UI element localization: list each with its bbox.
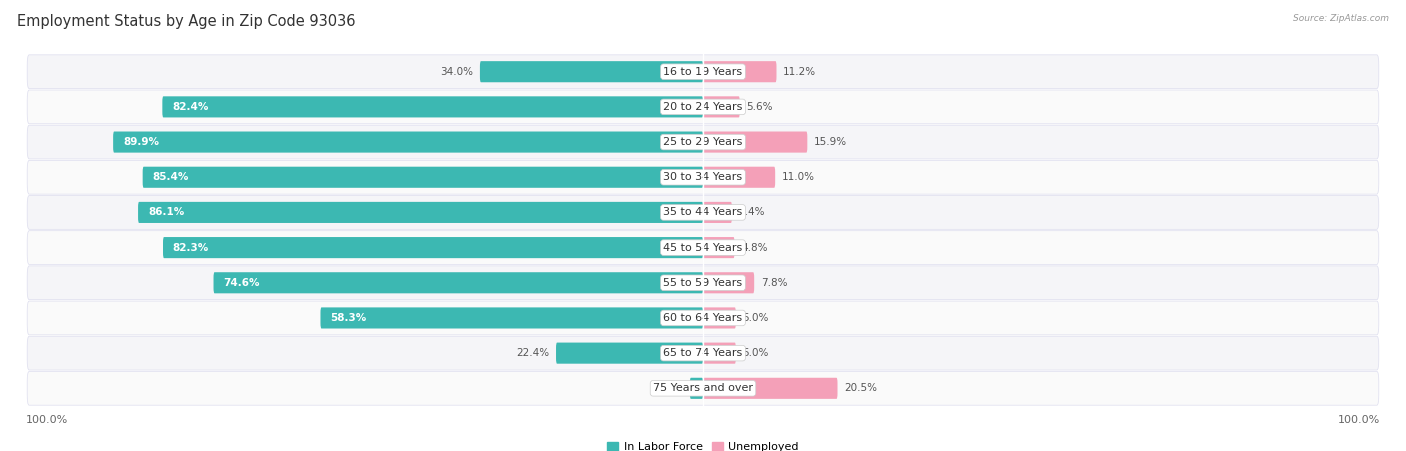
FancyBboxPatch shape: [703, 132, 807, 152]
FancyBboxPatch shape: [112, 132, 703, 152]
Text: 60 to 64 Years: 60 to 64 Years: [664, 313, 742, 323]
Text: 2.0%: 2.0%: [657, 383, 683, 393]
Text: Employment Status by Age in Zip Code 93036: Employment Status by Age in Zip Code 930…: [17, 14, 356, 28]
Text: 22.4%: 22.4%: [516, 348, 550, 358]
FancyBboxPatch shape: [142, 167, 703, 188]
FancyBboxPatch shape: [27, 336, 1379, 370]
Text: 5.0%: 5.0%: [742, 348, 769, 358]
FancyBboxPatch shape: [27, 301, 1379, 335]
Text: 25 to 29 Years: 25 to 29 Years: [664, 137, 742, 147]
Text: 82.4%: 82.4%: [172, 102, 208, 112]
FancyBboxPatch shape: [27, 231, 1379, 264]
FancyBboxPatch shape: [703, 308, 735, 328]
FancyBboxPatch shape: [163, 237, 703, 258]
FancyBboxPatch shape: [555, 343, 703, 364]
Text: 4.4%: 4.4%: [738, 207, 765, 217]
FancyBboxPatch shape: [703, 61, 776, 82]
Text: 89.9%: 89.9%: [122, 137, 159, 147]
FancyBboxPatch shape: [703, 167, 775, 188]
Text: 4.8%: 4.8%: [741, 243, 768, 253]
Text: 11.0%: 11.0%: [782, 172, 814, 182]
Text: 34.0%: 34.0%: [440, 67, 474, 77]
FancyBboxPatch shape: [479, 61, 703, 82]
FancyBboxPatch shape: [27, 90, 1379, 124]
FancyBboxPatch shape: [703, 202, 733, 223]
Text: 85.4%: 85.4%: [152, 172, 188, 182]
Text: 35 to 44 Years: 35 to 44 Years: [664, 207, 742, 217]
FancyBboxPatch shape: [321, 308, 703, 328]
Text: 86.1%: 86.1%: [148, 207, 184, 217]
FancyBboxPatch shape: [27, 161, 1379, 194]
Text: 11.2%: 11.2%: [783, 67, 815, 77]
Text: 75 Years and over: 75 Years and over: [652, 383, 754, 393]
FancyBboxPatch shape: [27, 125, 1379, 159]
Text: 5.0%: 5.0%: [742, 313, 769, 323]
Text: 58.3%: 58.3%: [330, 313, 367, 323]
Text: 65 to 74 Years: 65 to 74 Years: [664, 348, 742, 358]
Text: 15.9%: 15.9%: [814, 137, 846, 147]
Text: 55 to 59 Years: 55 to 59 Years: [664, 278, 742, 288]
FancyBboxPatch shape: [690, 378, 703, 399]
Text: 74.6%: 74.6%: [224, 278, 260, 288]
Text: 20 to 24 Years: 20 to 24 Years: [664, 102, 742, 112]
Legend: In Labor Force, Unemployed: In Labor Force, Unemployed: [603, 437, 803, 451]
FancyBboxPatch shape: [703, 272, 754, 293]
FancyBboxPatch shape: [703, 237, 734, 258]
FancyBboxPatch shape: [27, 55, 1379, 88]
FancyBboxPatch shape: [162, 97, 703, 117]
FancyBboxPatch shape: [703, 378, 838, 399]
FancyBboxPatch shape: [27, 196, 1379, 229]
FancyBboxPatch shape: [703, 343, 735, 364]
Text: 16 to 19 Years: 16 to 19 Years: [664, 67, 742, 77]
Text: 30 to 34 Years: 30 to 34 Years: [664, 172, 742, 182]
Text: 82.3%: 82.3%: [173, 243, 209, 253]
Text: Source: ZipAtlas.com: Source: ZipAtlas.com: [1294, 14, 1389, 23]
FancyBboxPatch shape: [27, 266, 1379, 299]
FancyBboxPatch shape: [27, 372, 1379, 405]
FancyBboxPatch shape: [138, 202, 703, 223]
Text: 5.6%: 5.6%: [747, 102, 773, 112]
FancyBboxPatch shape: [703, 97, 740, 117]
Text: 20.5%: 20.5%: [844, 383, 877, 393]
FancyBboxPatch shape: [214, 272, 703, 293]
Text: 7.8%: 7.8%: [761, 278, 787, 288]
Text: 45 to 54 Years: 45 to 54 Years: [664, 243, 742, 253]
